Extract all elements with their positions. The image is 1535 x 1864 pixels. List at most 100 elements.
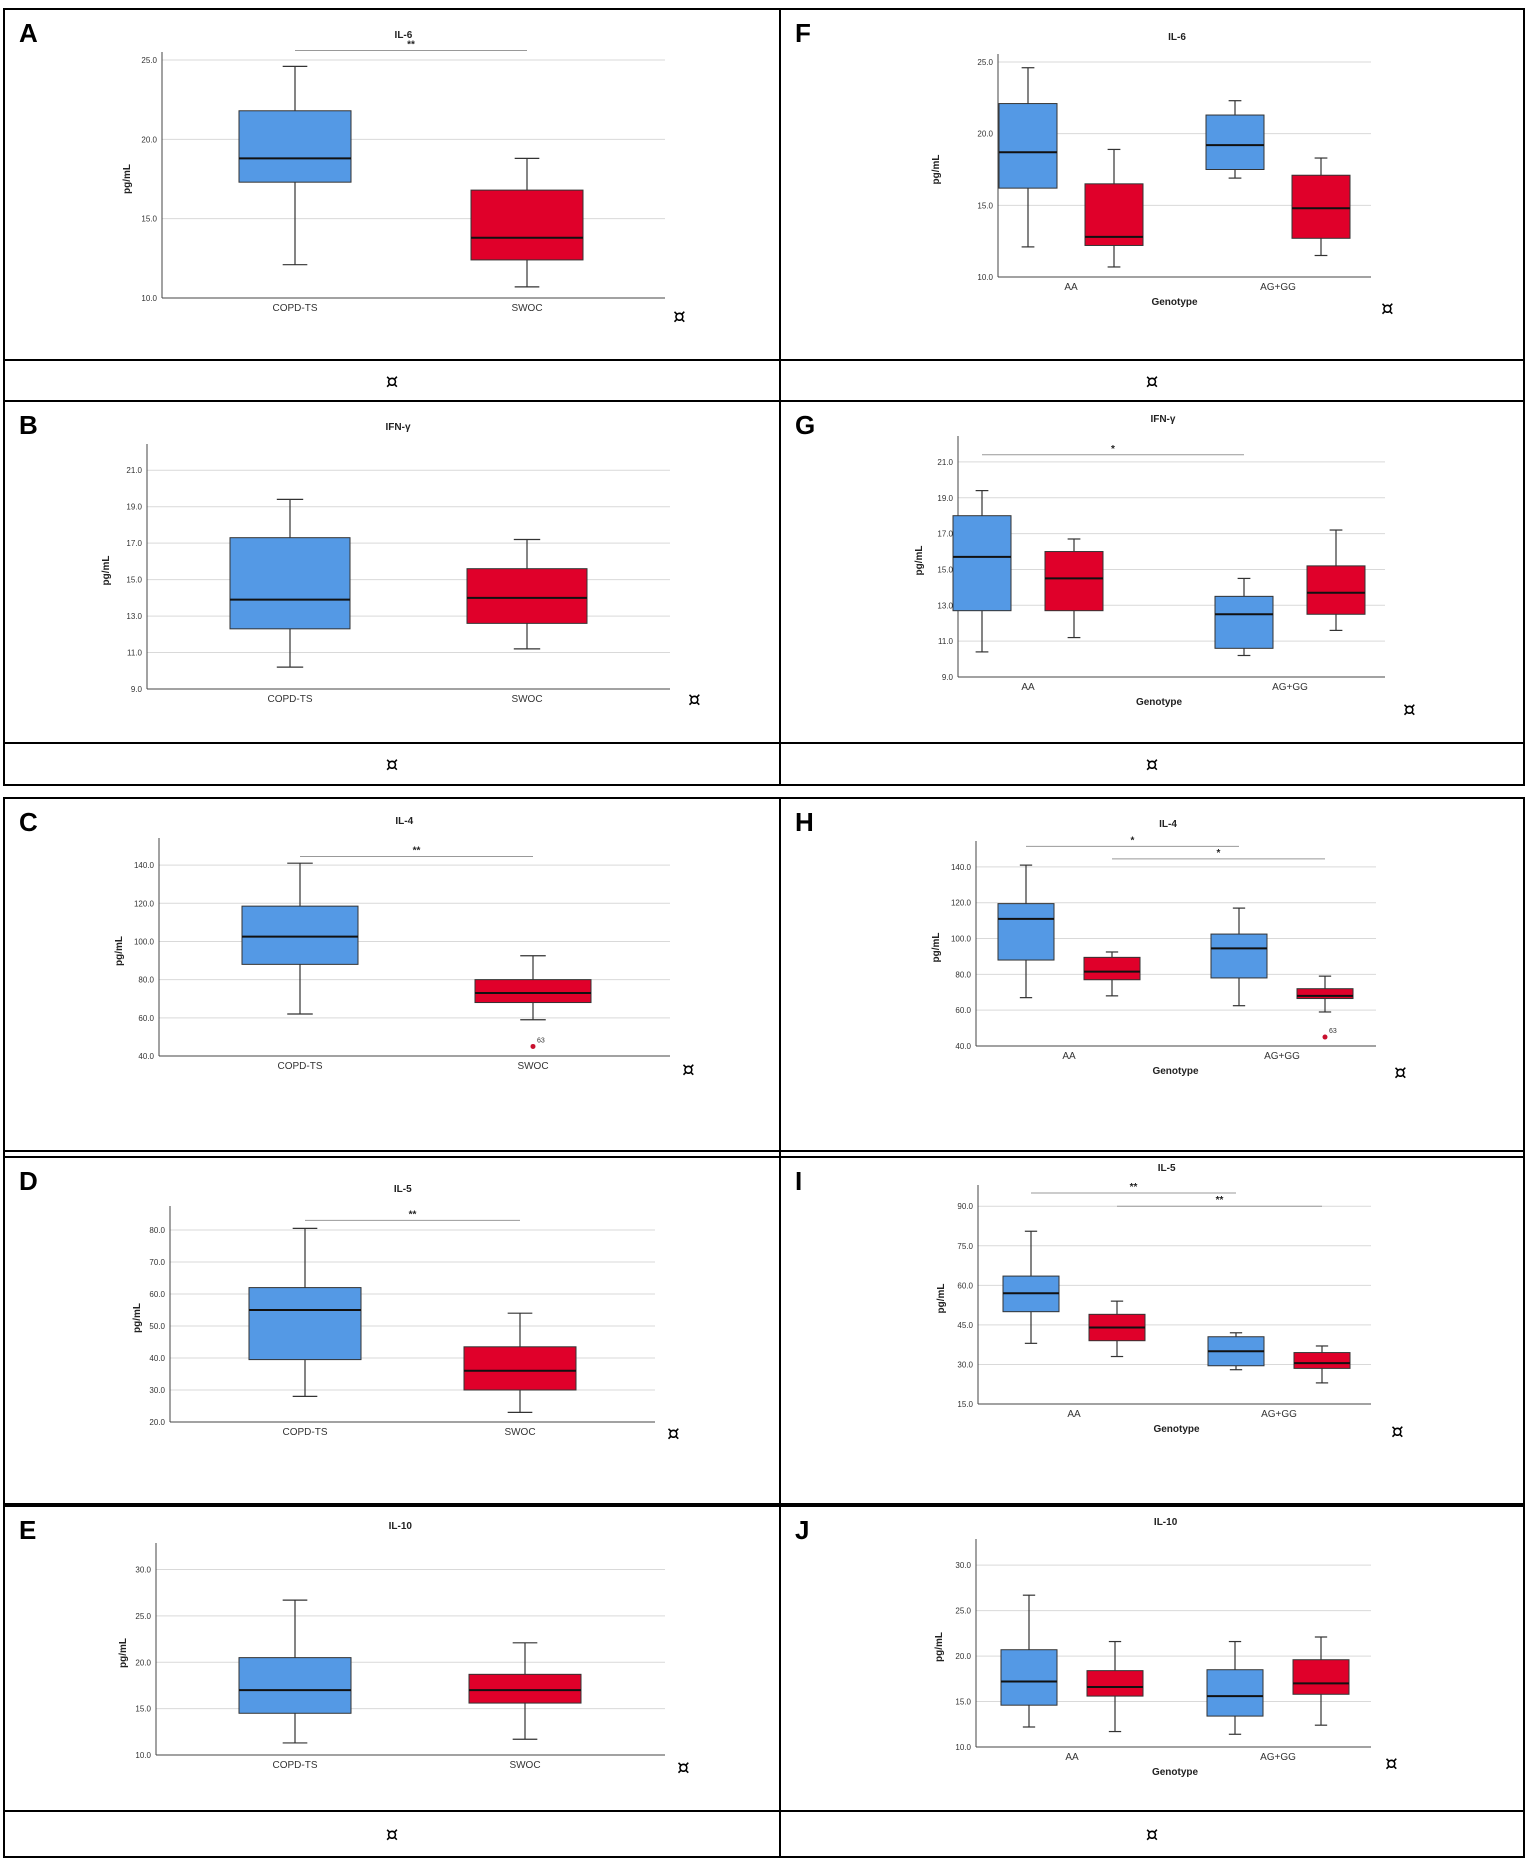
panel-letter: G	[795, 410, 816, 440]
chart-title: IL-5	[394, 1184, 412, 1195]
x-category-label: COPD-TS	[273, 303, 318, 314]
chart-title: IFN-γ	[386, 422, 411, 433]
x-category-label: AG+GG	[1260, 1752, 1296, 1763]
significance-label: *	[1131, 835, 1135, 846]
y-tick-label: 30.0	[135, 1566, 151, 1575]
box-swoc	[474, 979, 592, 1004]
box-swoc	[466, 568, 588, 624]
footer-cell-a: ¤	[3, 359, 781, 403]
panel-b: B ¤ 9.0 11.0 13.0 15.0 17.0 19.0 21.0 IFN-γ pg/mL C…	[3, 400, 781, 744]
y-tick-label: 140.0	[134, 861, 155, 870]
significance-label: **	[413, 846, 421, 857]
chart-g: 9.0 11.0 13.0 15.0 17.0 19.0 21.0 IFN-γ pg/mL AA A…	[914, 414, 1385, 708]
x-category-label: AG+GG	[1260, 282, 1296, 293]
y-tick-label: 21.0	[126, 466, 142, 475]
y-tick-label: 80.0	[138, 976, 154, 985]
x-category-label: COPD-TS	[283, 1427, 328, 1438]
outlier-point	[530, 1043, 536, 1049]
y-tick-label: 15.0	[141, 215, 157, 224]
y-tick-label: 10.0	[955, 1743, 971, 1752]
y-tick-label: 30.0	[955, 1561, 971, 1570]
footer-cell-b: ¤	[3, 742, 781, 786]
chart-c: 40.0 60.0 80.0 100.0 120.0 140.0 IL-4 pg/mL COPD…	[114, 816, 670, 1072]
footer-mark-symbol: ¤	[1145, 1822, 1159, 1846]
box-swoc	[1306, 565, 1366, 615]
y-axis-label: pg/mL	[122, 164, 133, 194]
significance-label: **	[409, 1209, 417, 1220]
x-category-label: AG+GG	[1272, 682, 1308, 693]
x-axis-label: Genotype	[1151, 297, 1198, 308]
box-copd-ts	[952, 515, 1012, 612]
panel-f: F ¤ 10.0 15.0 20.0 25.0 IL-6 pg/mL AA AG+GG Genoty…	[779, 8, 1525, 361]
box-copd-ts	[1210, 933, 1268, 979]
box-swoc	[463, 1346, 577, 1391]
y-tick-label: 13.0	[937, 601, 953, 610]
y-tick-label: 10.0	[977, 273, 993, 282]
box-swoc	[1292, 1659, 1350, 1695]
footer-mark-symbol: ¤	[385, 369, 399, 393]
box-copd-ts	[1206, 1669, 1264, 1717]
y-tick-label: 45.0	[957, 1321, 973, 1330]
y-tick-label: 13.0	[126, 612, 142, 621]
panel-h: H ¤ 40.0 60.0 80.0 100.0 120.0 140.0 IL-4 pg/mL AA…	[779, 797, 1525, 1152]
panel-j: J ¤ 10.0 15.0 20.0 25.0 30.0 IL-10 pg/mL AA AG+GG G…	[779, 1505, 1525, 1812]
significance-label: *	[1217, 848, 1221, 859]
box-swoc	[468, 1673, 582, 1704]
y-tick-label: 100.0	[134, 937, 155, 946]
panel-letter: I	[795, 1166, 803, 1196]
box-copd-ts	[238, 110, 352, 183]
chart-b: 9.0 11.0 13.0 15.0 17.0 19.0 21.0 IFN-γ pg/mL COP…	[101, 422, 670, 705]
chart-title: IL-10	[1154, 1517, 1178, 1528]
y-tick-label: 30.0	[149, 1386, 165, 1395]
x-category-label: AA	[1064, 282, 1078, 293]
panel-a: A ¤ 10.0 15.0 20.0 25.0 IL-6 pg/mL COPD-TS SWOC **	[3, 8, 781, 361]
y-tick-label: 17.0	[126, 539, 142, 548]
box-copd-ts	[229, 537, 351, 630]
y-tick-label: 20.0	[955, 1652, 971, 1661]
x-category-label: COPD-TS	[278, 1061, 323, 1072]
y-tick-label: 120.0	[951, 899, 972, 908]
x-category-label: AA	[1065, 1752, 1079, 1763]
chart-title: IL-5	[1158, 1163, 1176, 1174]
chart-title: IL-6	[1168, 32, 1186, 43]
y-tick-label: 100.0	[951, 935, 972, 944]
y-tick-label: 19.0	[126, 503, 142, 512]
significance-label: **	[1130, 1182, 1138, 1193]
cell-mark-symbol: ¤	[677, 1755, 690, 1779]
footer-mark-symbol: ¤	[1145, 369, 1159, 393]
footer-mark-symbol: ¤	[1145, 752, 1159, 776]
x-category-label: SWOC	[511, 303, 542, 314]
y-tick-label: 15.0	[937, 565, 953, 574]
footer-cell-e: ¤	[3, 1810, 781, 1858]
chart-h: 40.0 60.0 80.0 100.0 120.0 140.0 IL-4 pg/mL AA AG…	[931, 819, 1376, 1077]
y-tick-label: 21.0	[937, 458, 953, 467]
y-tick-label: 9.0	[942, 673, 954, 682]
y-tick-label: 20.0	[141, 135, 157, 144]
y-tick-label: 20.0	[977, 130, 993, 139]
cell-mark-symbol: ¤	[1391, 1419, 1404, 1443]
footer-mark-symbol: ¤	[385, 1822, 399, 1846]
y-tick-label: 40.0	[138, 1052, 154, 1061]
chart-j: 10.0 15.0 20.0 25.0 30.0 IL-10 pg/mL AA AG+GG Gen…	[934, 1517, 1371, 1778]
y-tick-label: 25.0	[955, 1607, 971, 1616]
y-tick-label: 30.0	[957, 1360, 973, 1369]
footer-cell-g: ¤	[779, 742, 1525, 786]
y-tick-label: 80.0	[149, 1226, 165, 1235]
y-tick-label: 11.0	[127, 649, 143, 658]
x-category-label: SWOC	[517, 1061, 548, 1072]
y-tick-label: 120.0	[134, 899, 155, 908]
box-copd-ts	[1000, 1649, 1058, 1706]
panel-letter: J	[795, 1515, 810, 1545]
panel-letter: B	[19, 410, 38, 440]
cell-mark-symbol: ¤	[1394, 1060, 1407, 1084]
x-axis-label: Genotype	[1152, 1066, 1199, 1077]
cell-mark-symbol: ¤	[688, 687, 701, 711]
box-swoc	[1296, 988, 1354, 1000]
footer-cell-j: ¤	[779, 1810, 1525, 1858]
box-copd-ts	[238, 1657, 352, 1714]
x-axis-label: Genotype	[1136, 697, 1183, 708]
y-tick-label: 15.0	[957, 1400, 973, 1409]
x-axis-label: Genotype	[1153, 1424, 1200, 1435]
box-copd-ts	[1214, 595, 1274, 649]
outlier-label: 63	[537, 1037, 545, 1044]
